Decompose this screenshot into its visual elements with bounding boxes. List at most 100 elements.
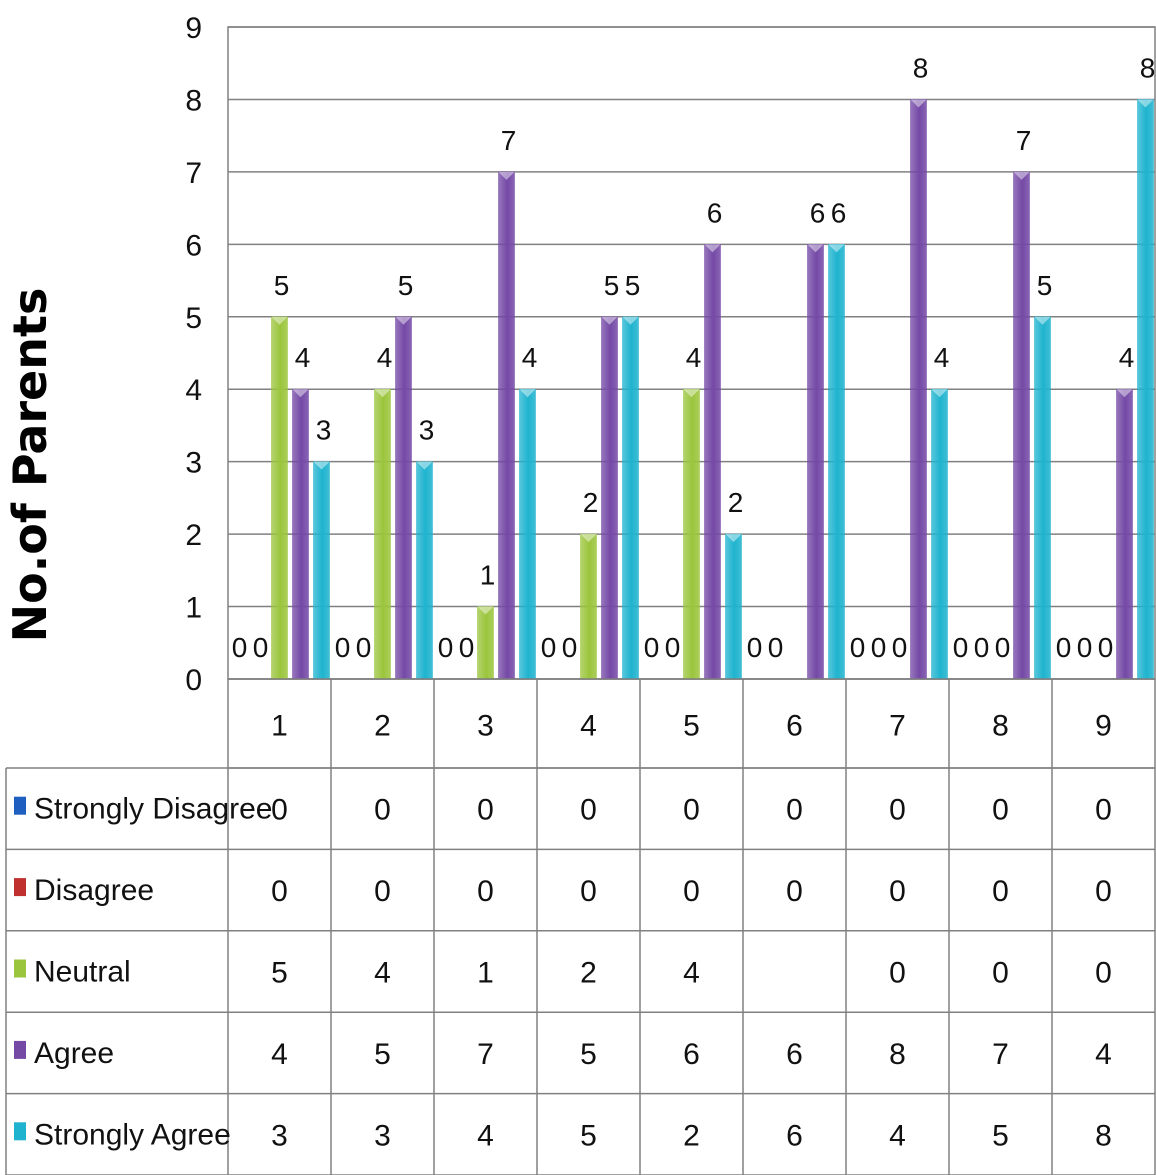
data-label-agree-6: 6 [810, 197, 826, 228]
bar-strongly-agree-5 [725, 533, 742, 680]
legend-label-agree: Agree [34, 1037, 114, 1070]
table-cell: 0 [889, 875, 906, 908]
data-label-neutral-5: 4 [686, 342, 702, 373]
data-label-disagree-4: 0 [562, 632, 578, 663]
table-cell: 2 [580, 957, 597, 990]
data-label-neutral-4: 2 [583, 487, 599, 518]
x-tick-label: 9 [1095, 710, 1112, 743]
bar-cap [1137, 99, 1154, 108]
bar-strongly-agree-8 [1034, 316, 1051, 680]
table-cell: 4 [1095, 1038, 1112, 1071]
table-cell: 0 [580, 794, 597, 827]
data-label-agree-5: 6 [707, 197, 723, 228]
data-label-disagree-9: 0 [1077, 632, 1093, 663]
table-cell: 4 [683, 957, 700, 990]
data-label-agree-2: 5 [398, 270, 414, 301]
x-tick-label: 6 [786, 710, 803, 743]
data-label-strongly-disagree-4: 0 [541, 632, 557, 663]
data-label-agree-3: 7 [501, 125, 517, 156]
bars [271, 99, 1154, 680]
table-cell: 0 [1095, 957, 1112, 990]
table-cell: 0 [1095, 875, 1112, 908]
data-label-strongly-disagree-2: 0 [335, 632, 351, 663]
data-label-strongly-agree-5: 2 [728, 487, 744, 518]
bar-cap [271, 316, 288, 325]
table-cell: 4 [477, 1119, 494, 1152]
data-label-strongly-disagree-1: 0 [232, 632, 248, 663]
data-label-disagree-5: 0 [665, 632, 681, 663]
x-tick-label: 8 [992, 710, 1009, 743]
table-cell: 5 [271, 957, 288, 990]
bar-strongly-agree-4 [622, 316, 639, 680]
legend-label-strongly-disagree: Strongly Disagree [34, 793, 272, 826]
bar-cap [704, 244, 721, 253]
bar-agree-6 [807, 244, 824, 680]
bar-cap [683, 389, 700, 398]
bar-cap [395, 316, 412, 325]
table-cell: 0 [683, 794, 700, 827]
data-label-strongly-disagree-9: 0 [1056, 632, 1072, 663]
bar-neutral-2 [374, 388, 391, 680]
bar-cap [580, 534, 597, 543]
x-tick-label: 7 [889, 710, 906, 743]
bar-strongly-agree-2 [416, 461, 433, 680]
table-cell: 7 [992, 1038, 1009, 1071]
data-label-disagree-2: 0 [356, 632, 372, 663]
bar-cap [828, 244, 845, 253]
data-label-strongly-agree-8: 5 [1037, 270, 1053, 301]
legend-label-disagree: Disagree [34, 874, 154, 907]
data-label-strongly-agree-3: 4 [522, 342, 538, 373]
bar-agree-8 [1013, 171, 1030, 680]
data-label-agree-1: 4 [295, 342, 311, 373]
table-cell: 0 [683, 875, 700, 908]
bar-cap [601, 316, 618, 325]
y-tick-label: 3 [185, 447, 202, 480]
data-label-strongly-agree-7: 4 [934, 342, 950, 373]
bar-agree-5 [704, 244, 721, 680]
table-cell: 2 [683, 1119, 700, 1152]
bar-agree-9 [1116, 388, 1133, 680]
bar-neutral-4 [580, 533, 597, 680]
data-label-strongly-disagree-5: 0 [644, 632, 660, 663]
y-tick-label: 4 [185, 374, 202, 407]
table-cell: 5 [374, 1038, 391, 1071]
table-cell: 4 [889, 1119, 906, 1152]
bar-strongly-agree-6 [828, 244, 845, 680]
legend-key-neutral [14, 959, 26, 978]
data-label-neutral-1: 5 [274, 270, 290, 301]
legend-key-strongly-agree [14, 1122, 26, 1141]
bar-cap [498, 171, 515, 180]
table-cell: 5 [580, 1119, 597, 1152]
bar-neutral-5 [683, 388, 700, 680]
data-label-disagree-3: 0 [459, 632, 475, 663]
bar-cap [1034, 316, 1051, 325]
bar-agree-7 [910, 99, 927, 680]
data-label-agree-9: 4 [1119, 342, 1135, 373]
bar-strongly-agree-9 [1137, 99, 1154, 680]
bar-neutral-1 [271, 316, 288, 680]
table-cell: 8 [889, 1038, 906, 1071]
data-label-agree-8: 7 [1016, 125, 1032, 156]
data-label-disagree-1: 0 [253, 632, 269, 663]
table-cell: 4 [374, 957, 391, 990]
table-cell: 0 [992, 875, 1009, 908]
table-cell: 6 [786, 1119, 803, 1152]
data-label-strongly-disagree-3: 0 [438, 632, 454, 663]
data-label-strongly-agree-9: 8 [1140, 52, 1156, 83]
x-tick-label: 1 [271, 710, 288, 743]
table-cell: 4 [271, 1038, 288, 1071]
table-cell: 0 [271, 794, 288, 827]
table-cell: 0 [889, 794, 906, 827]
table-cell: 6 [683, 1038, 700, 1071]
x-tick-label: 4 [580, 710, 597, 743]
legend-key-agree [14, 1040, 26, 1059]
bar-cap [725, 534, 742, 543]
x-tick-label: 2 [374, 710, 391, 743]
bar-agree-2 [395, 316, 412, 680]
data-label-strongly-agree-1: 3 [316, 415, 332, 446]
bar-cap [477, 606, 494, 615]
data-label-neutral-7: 0 [892, 632, 908, 663]
y-tick-label: 0 [185, 664, 202, 697]
